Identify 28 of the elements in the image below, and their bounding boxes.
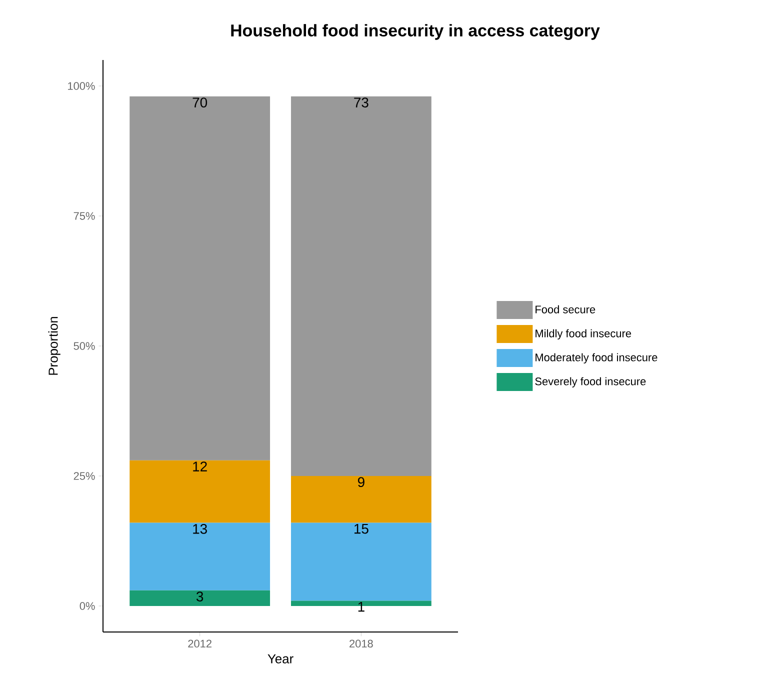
bar [290,522,432,601]
bar [290,476,432,523]
bar [130,522,270,590]
bar [130,590,270,606]
data-label: 15 [354,524,368,534]
y-tick-label: 0% [80,602,95,610]
x-axis-title: Year [268,654,294,664]
legend-label: Mildly food insecure [536,329,632,340]
data-label: 73 [354,98,368,108]
x-tick-label: 2018 [350,640,373,648]
bar [130,460,270,523]
x-tick-label: 2012 [188,640,212,648]
legend-label: Severely food insecure [535,377,646,388]
data-label: 3 [196,592,204,602]
legend-label: Moderately food insecure [536,353,658,364]
y-tick-label: 75% [74,212,95,220]
y-tick-label: 100% [68,82,95,90]
data-label: 12 [193,462,207,472]
y-axis-title: Proportion [48,316,60,375]
bar [130,96,270,460]
legend-label: Food secure [536,305,596,314]
bar [290,96,432,476]
y-tick-label: 25% [74,472,95,480]
data-label: 9 [358,477,364,488]
chart-title: Household food insecurity in access category [231,24,600,40]
data-label: 13 [193,524,207,534]
data-label: 70 [192,98,208,108]
y-tick-label: 50% [74,342,95,350]
